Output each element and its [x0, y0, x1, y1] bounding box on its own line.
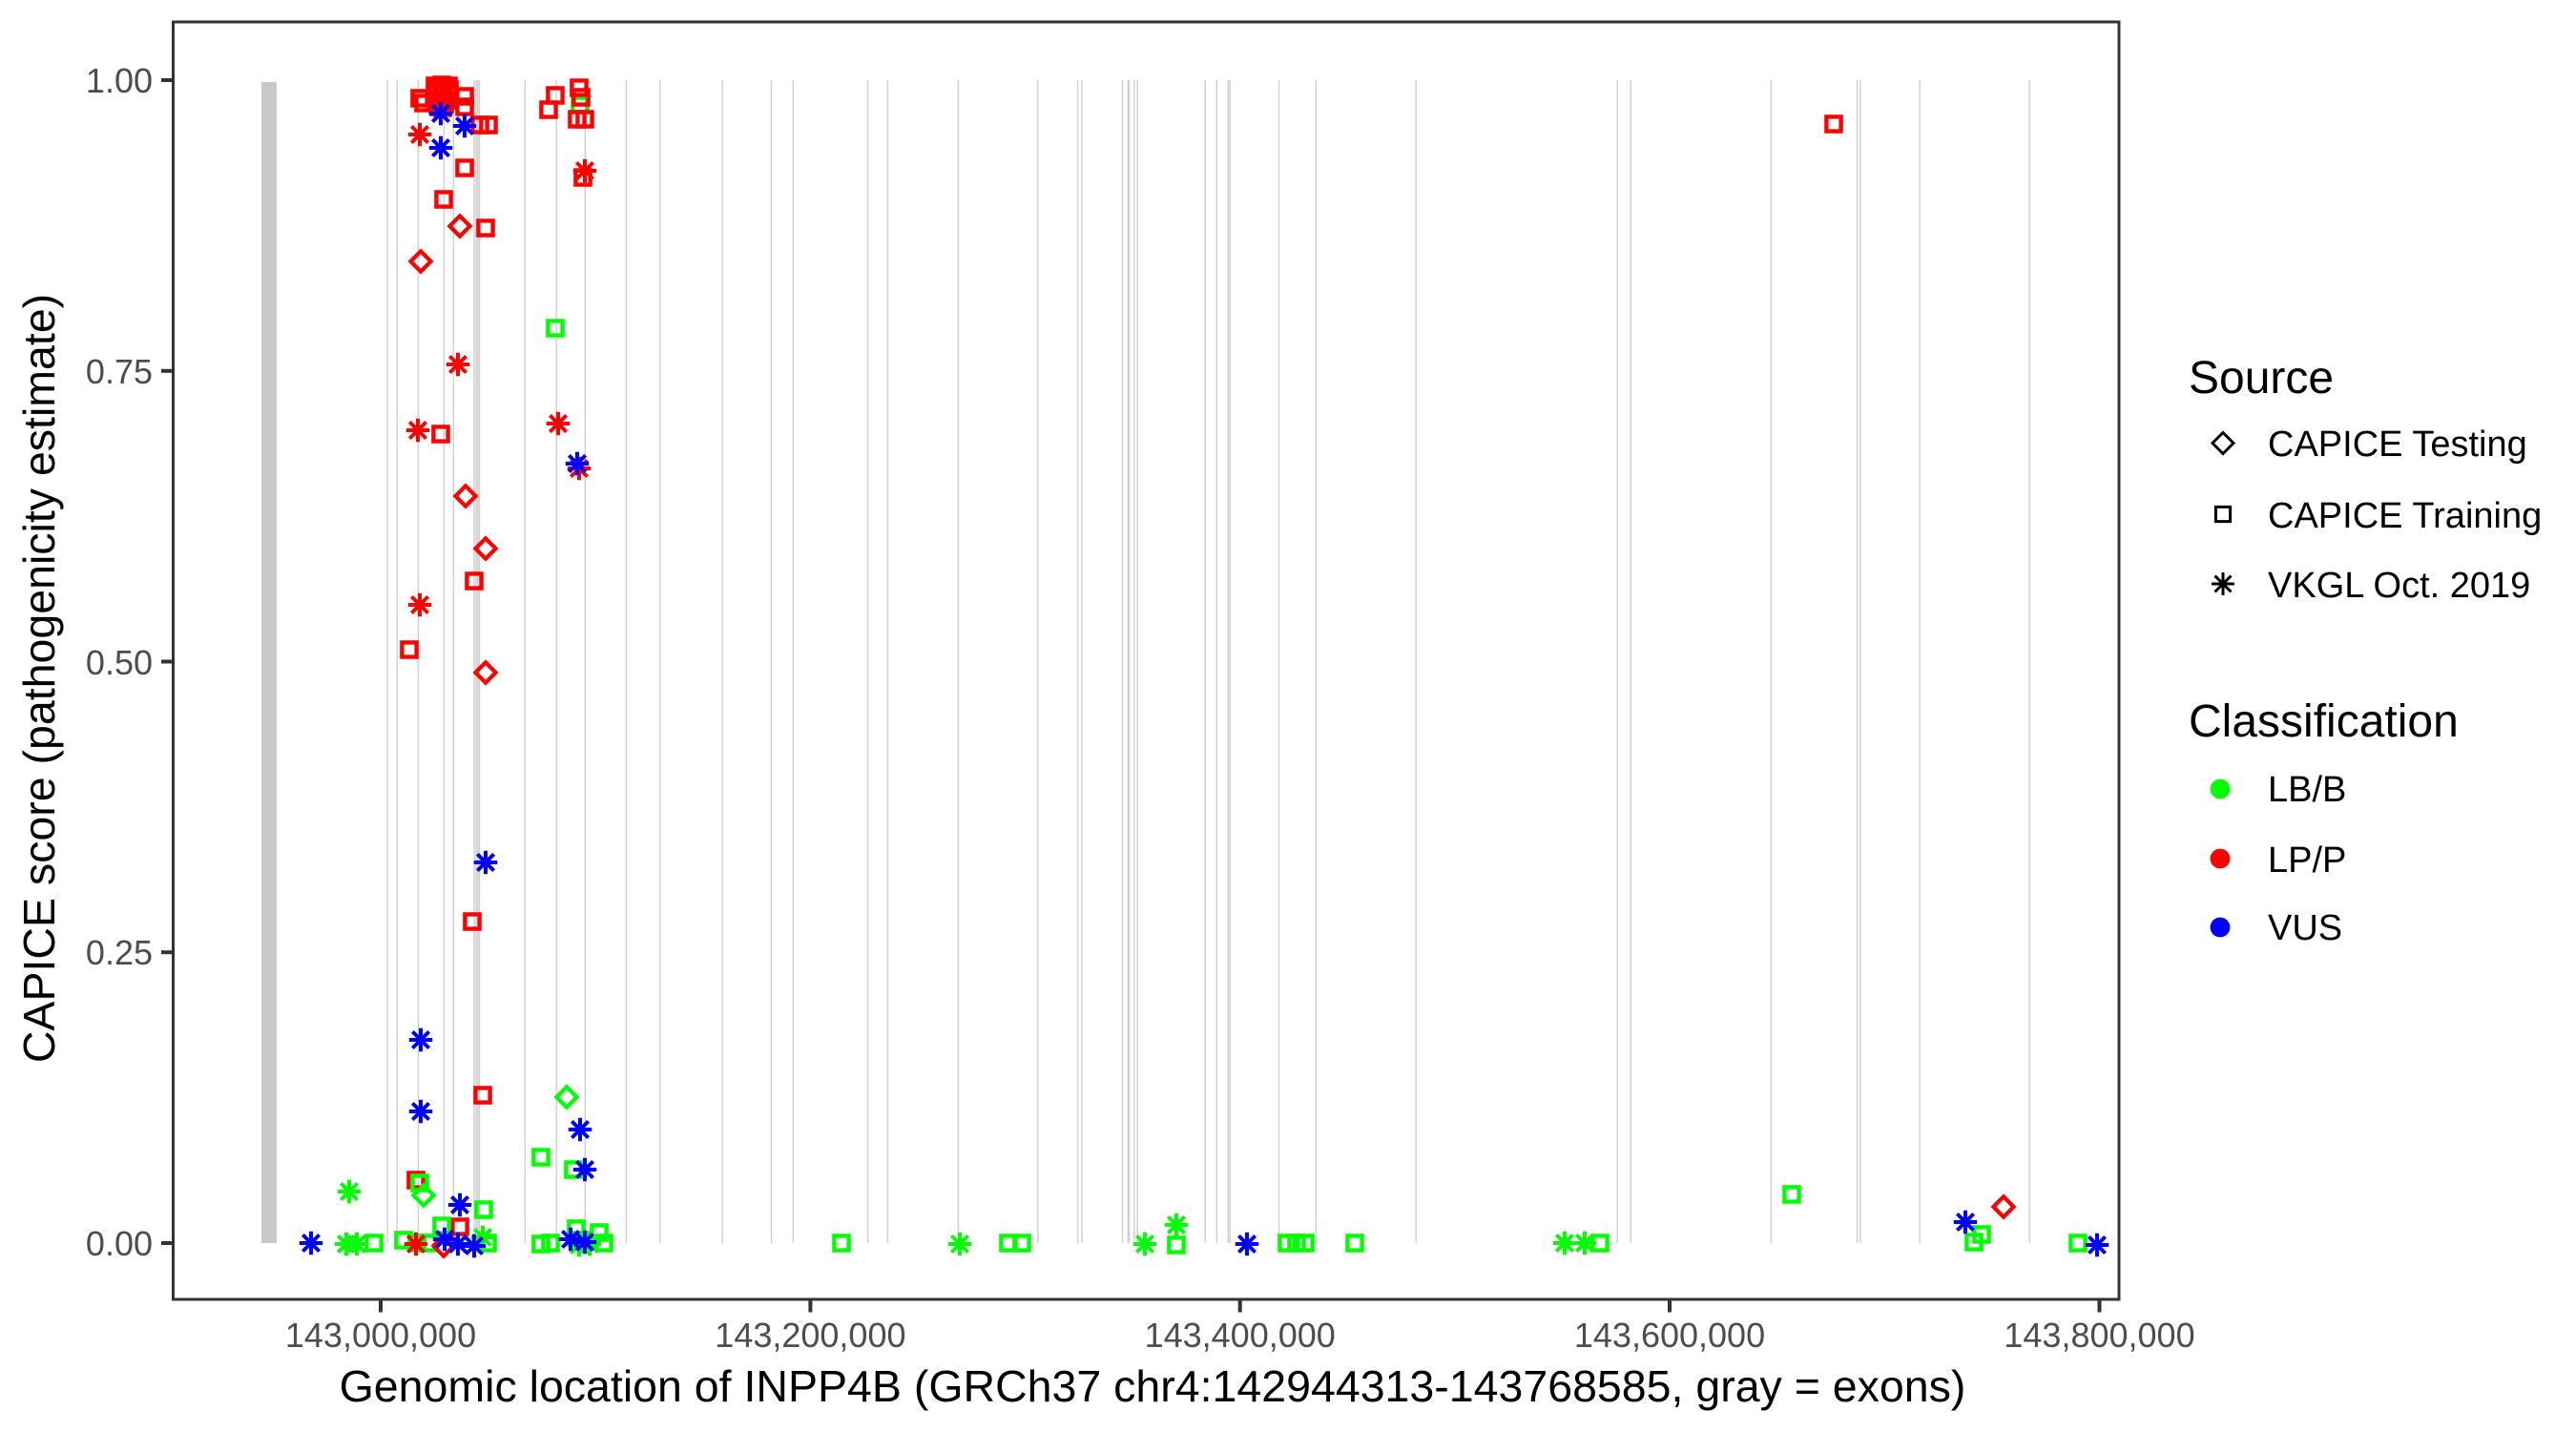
svg-text:LB/B: LB/B	[2268, 770, 2346, 810]
svg-text:Genomic location of INPP4B (GR: Genomic location of INPP4B (GRCh37 chr4:…	[340, 1361, 1966, 1411]
svg-text:143,200,000: 143,200,000	[715, 1316, 905, 1355]
svg-text:143,400,000: 143,400,000	[1145, 1316, 1336, 1355]
svg-text:CAPICE Training: CAPICE Training	[2268, 496, 2542, 536]
svg-text:VKGL Oct. 2019: VKGL Oct. 2019	[2268, 566, 2530, 606]
svg-text:CAPICE Testing: CAPICE Testing	[2268, 425, 2527, 465]
svg-text:Classification: Classification	[2189, 696, 2459, 747]
svg-text:143,800,000: 143,800,000	[2004, 1316, 2194, 1355]
svg-text:CAPICE score (pathogenicity es: CAPICE score (pathogenicity estimate)	[14, 294, 64, 1063]
svg-text:0.00: 0.00	[86, 1224, 153, 1263]
svg-text:0.25: 0.25	[86, 933, 153, 972]
svg-text:0.50: 0.50	[86, 643, 153, 682]
svg-text:1.00: 1.00	[86, 61, 153, 100]
svg-text:LP/P: LP/P	[2268, 840, 2346, 881]
svg-text:0.75: 0.75	[86, 352, 153, 391]
svg-text:Source: Source	[2189, 353, 2334, 404]
svg-text:143,600,000: 143,600,000	[1574, 1316, 1765, 1355]
svg-text:VUS: VUS	[2268, 908, 2342, 948]
svg-text:143,000,000: 143,000,000	[285, 1316, 476, 1355]
